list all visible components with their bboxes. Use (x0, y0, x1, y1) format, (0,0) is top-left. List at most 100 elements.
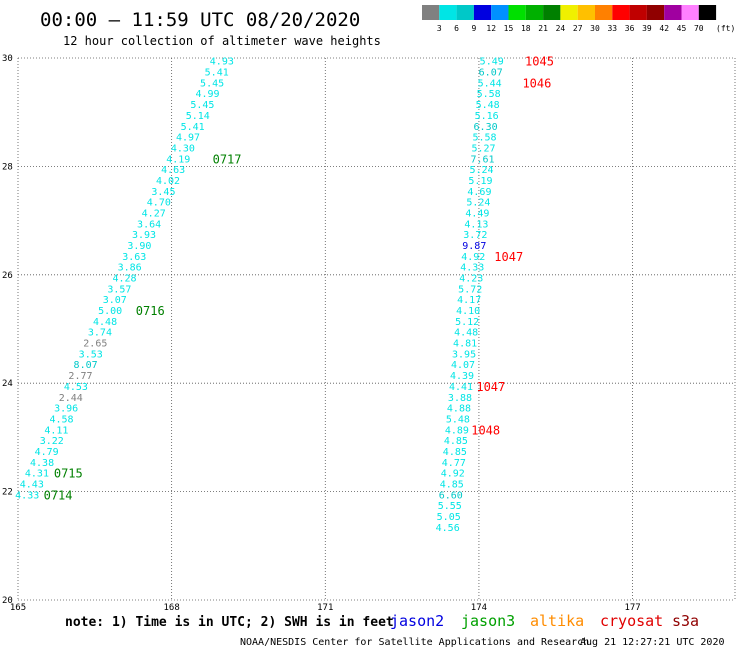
swh-label: 3.95 (452, 349, 476, 360)
color-scale-label: 33 (607, 24, 617, 33)
swh-label: 4.31 (25, 469, 49, 480)
swh-label: 5.45 (190, 100, 214, 111)
swh-label: 4.88 (447, 404, 471, 415)
y-tick-label: 22 (2, 488, 13, 498)
color-swatch (560, 5, 578, 20)
swh-label: 4.85 (443, 447, 467, 458)
swh-label: 5.12 (455, 317, 479, 328)
color-swatch (543, 5, 561, 20)
color-scale-unit: (ft) (716, 24, 735, 33)
swh-label: 5.27 (471, 143, 495, 154)
swh-label: 4.11 (44, 425, 68, 436)
satellite-legend-item: s3a (672, 612, 699, 630)
y-tick-label: 26 (2, 271, 13, 281)
chart-title: 00:00 – 11:59 UTC 08/20/2020 (40, 9, 360, 31)
time-label: 1048 (471, 423, 500, 437)
footer-timestamp: Aug 21 12:27:21 UTC 2020 (580, 637, 725, 648)
swh-label: 3.72 (463, 230, 487, 241)
time-labels: 0717 0716 0715 0714 1045 1046 1047 1047 1048 (44, 55, 554, 503)
swh-label: 5.24 (466, 198, 490, 209)
color-swatch (422, 5, 440, 20)
swh-label: 3.90 (127, 241, 151, 252)
color-swatch (439, 5, 457, 20)
swh-label: 4.85 (444, 436, 468, 447)
swh-label: 4.13 (464, 219, 488, 230)
swh-label: 4.30 (171, 143, 195, 154)
color-scale: 3 6 9 12 15 18 21 24 27 30 33 36 39 42 45 70 (422, 5, 717, 33)
swh-label: 6.07 (479, 68, 503, 79)
swh-label: 4.58 (49, 414, 73, 425)
swh-label: 4.02 (156, 176, 180, 187)
swh-label: 4.79 (35, 447, 59, 458)
y-tick-label: 30 (2, 54, 13, 64)
time-label: 1047 (476, 380, 505, 394)
swh-label: 3.45 (151, 187, 175, 198)
swh-label: 3.88 (448, 393, 472, 404)
swh-label: 4.97 (176, 133, 200, 144)
color-scale-label: 12 (486, 24, 496, 33)
time-label: 1045 (525, 55, 554, 69)
color-scale-label: 6 (454, 24, 459, 33)
swh-label: 4.99 (195, 89, 219, 100)
color-scale-label: 18 (521, 24, 531, 33)
swh-label: 4.28 (112, 274, 136, 285)
color-swatch (612, 5, 630, 20)
color-swatch (473, 5, 492, 20)
swh-label: 7.61 (470, 154, 494, 165)
x-tick-label: 165 (10, 603, 26, 613)
swh-label: 5.16 (475, 111, 499, 122)
swh-label: 3.07 (103, 295, 127, 306)
plot-grid (17, 57, 736, 601)
satellite-legend-item: cryosat (600, 612, 663, 630)
swh-label: 3.74 (88, 328, 112, 339)
swh-label: 6.30 (474, 122, 498, 133)
swh-label: 5.24 (469, 165, 493, 176)
color-swatch (577, 5, 595, 20)
swh-label: 4.48 (93, 317, 117, 328)
y-tick-label: 24 (2, 379, 13, 389)
x-tick-label: 174 (471, 603, 487, 613)
color-swatch (456, 5, 474, 20)
color-scale-label: 3 (437, 24, 442, 33)
swh-label: 4.63 (161, 165, 185, 176)
swh-label: 4.23 (459, 274, 483, 285)
swh-label: 4.19 (166, 154, 190, 165)
swh-label: 4.48 (454, 328, 478, 339)
color-scale-label: 24 (556, 24, 566, 33)
swh-label: 4.77 (442, 458, 466, 469)
y-tick-label: 20 (2, 596, 13, 606)
swh-label: 3.64 (137, 219, 161, 230)
swh-label: 4.38 (30, 458, 54, 469)
data-points: 4.935.415.454.995.455.145.414.974.304.19… (15, 57, 504, 534)
color-swatch (491, 5, 509, 20)
time-label: 1046 (522, 76, 551, 90)
swh-label: 5.48 (446, 414, 470, 425)
swh-label: 3.93 (132, 230, 156, 241)
satellite-legend-item: jason2 (390, 612, 444, 630)
time-label: 1047 (494, 250, 523, 264)
color-scale-label: 42 (659, 24, 669, 33)
time-label: 0716 (136, 304, 165, 318)
swh-label: 4.39 (450, 371, 474, 382)
x-tick-label: 171 (317, 603, 333, 613)
swh-label: 4.69 (467, 187, 491, 198)
color-scale-label: 45 (677, 24, 687, 33)
color-scale-label: 36 (625, 24, 635, 33)
color-swatch (664, 5, 682, 20)
color-swatch (525, 5, 544, 20)
swh-label: 5.45 (200, 78, 224, 89)
color-swatch (681, 5, 699, 20)
swh-label: 5.58 (477, 89, 501, 100)
swh-label: 5.72 (458, 284, 482, 295)
swh-label: 4.49 (465, 208, 489, 219)
swh-label: 4.85 (440, 479, 464, 490)
swh-label: 4.92 (441, 469, 465, 480)
swh-label: 2.77 (68, 371, 92, 382)
swh-label: 3.57 (107, 284, 131, 295)
swh-label: 4.89 (445, 425, 469, 436)
swh-label: 5.49 (480, 57, 504, 68)
color-scale-label: 15 (504, 24, 514, 33)
time-label: 0714 (44, 488, 73, 502)
swh-label: 9.87 (462, 241, 486, 252)
